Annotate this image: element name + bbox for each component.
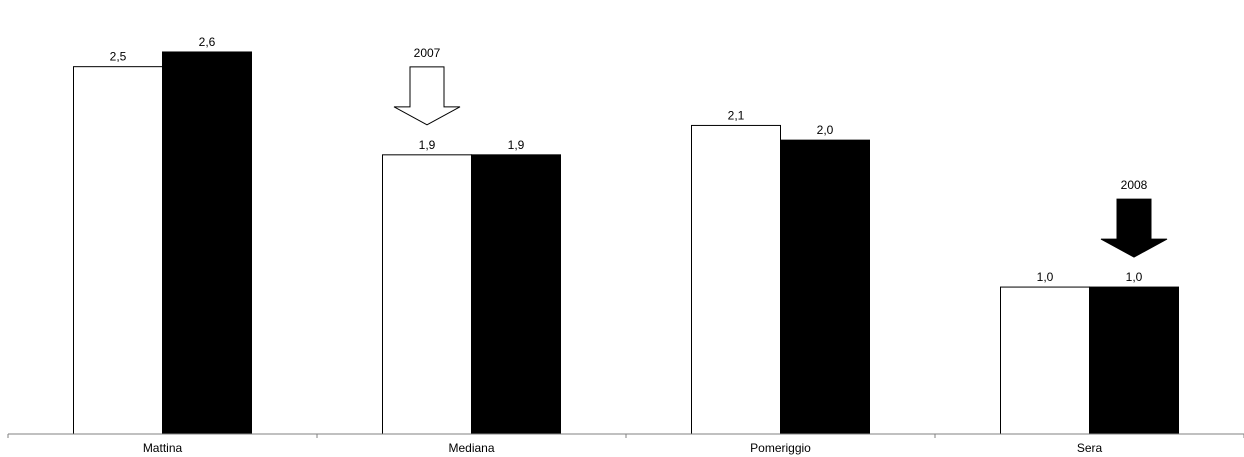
data-label-2008-mattina: 2,6 [199,35,216,49]
x-axis-ticks [7,434,1244,438]
bar-2008-mediana [471,154,561,435]
category-label-mediana: Mediana [448,441,494,455]
data-label-2008-pomeriggio: 2,0 [817,123,834,137]
category-label-pomeriggio: Pomeriggio [750,441,811,455]
annotation-label-2007: 2007 [414,46,441,60]
annotations-layer: 2007 2008 [393,46,1168,258]
bar-2008-sera [1089,286,1179,435]
data-label-2007-pomeriggio: 2,1 [728,108,745,122]
category-label-mattina: Mattina [143,441,183,455]
filled-down-arrow-icon [1100,198,1168,258]
annotation-label-2008: 2008 [1121,178,1148,192]
x-axis-labels: Mattina Mediana Pomeriggio Sera [143,441,1103,455]
bar-2008-pomeriggio [780,139,870,435]
hollow-down-arrow-icon [393,66,461,126]
bars-layer [73,51,1179,435]
data-label-2008-mediana: 1,9 [508,138,525,152]
data-label-2007-mediana: 1,9 [419,138,436,152]
bar-2007-mediana [382,154,472,435]
data-label-2008-sera: 1,0 [1126,270,1143,284]
category-label-sera: Sera [1077,441,1103,455]
bar-2008-mattina [162,51,252,435]
data-label-2007-mattina: 2,5 [110,50,127,64]
bar-2007-mattina [73,66,163,435]
bar-2007-sera [1000,286,1090,435]
bar-2007-pomeriggio [691,124,781,435]
data-label-2007-sera: 1,0 [1037,270,1054,284]
value-labels-layer: 2,5 2,6 1,9 1,9 2,1 2,0 1,0 1,0 [110,35,1143,284]
